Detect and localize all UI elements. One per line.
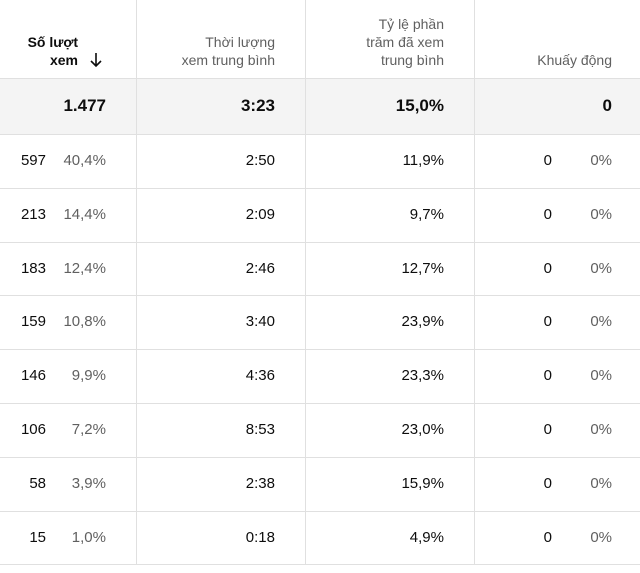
cell: 0% <box>590 420 612 438</box>
row-divider <box>0 241 640 243</box>
cell: 58 <box>29 474 46 492</box>
column-divider <box>305 0 306 565</box>
total-value: 15,0% <box>395 96 444 115</box>
row-divider <box>0 510 640 512</box>
total-value: 3:23 <box>240 96 275 115</box>
cell: 40,4% <box>63 151 106 169</box>
row-divider <box>0 78 640 79</box>
cell: 2:50 <box>245 151 275 169</box>
cell: 14,4% <box>63 205 106 223</box>
cell: 9,7% <box>409 205 444 223</box>
cell: 4,9% <box>409 528 444 546</box>
cell: 15 <box>29 528 46 546</box>
cell: 2:09 <box>245 205 275 223</box>
total-row-bg <box>0 78 640 134</box>
cell: 3:40 <box>245 313 275 331</box>
cell: 159 <box>20 313 46 331</box>
row-divider <box>0 349 640 351</box>
column-header[interactable]: Khuấy động <box>537 52 612 68</box>
column-header[interactable]: xem <box>49 52 78 68</box>
cell: 0% <box>590 259 612 277</box>
cell: 0% <box>590 367 612 385</box>
cell: 0 <box>543 367 552 385</box>
row-divider <box>0 403 640 404</box>
cell: 12,7% <box>401 259 444 277</box>
cell: 23,0% <box>401 420 444 438</box>
cell: 4:36 <box>245 367 275 385</box>
total-value: 0 <box>602 96 612 115</box>
cell: 12,4% <box>63 259 106 277</box>
row-divider <box>0 187 640 189</box>
column-header[interactable]: Tỷ lệ phần <box>378 16 444 32</box>
cell: 0 <box>543 205 552 223</box>
cell: 0% <box>590 528 612 546</box>
cell: 0 <box>543 528 552 546</box>
cell: 0% <box>590 151 612 169</box>
cell: 106 <box>20 420 46 438</box>
cell: 0:18 <box>245 528 275 546</box>
cell: 183 <box>20 259 46 277</box>
cell: 0 <box>543 313 552 331</box>
cell: 9,9% <box>71 367 106 385</box>
row-divider <box>0 134 640 135</box>
row-divider <box>0 564 640 566</box>
cell: 8:53 <box>245 420 275 438</box>
cell: 146 <box>20 367 46 385</box>
cell: 2:38 <box>245 474 275 492</box>
column-header[interactable]: trăm đã xem <box>366 34 444 50</box>
cell: 10,8% <box>63 313 106 331</box>
cell: 0% <box>590 313 612 331</box>
column-header[interactable]: Thời lượng <box>205 34 275 50</box>
column-divider <box>474 0 475 565</box>
cell: 0 <box>543 151 552 169</box>
row-divider <box>0 456 640 458</box>
cell: 0 <box>543 259 552 277</box>
cell: 3,9% <box>71 474 106 492</box>
cell: 2:46 <box>245 259 275 277</box>
cell: 213 <box>20 205 46 223</box>
cell: 23,9% <box>401 313 444 331</box>
cell: 23,3% <box>401 367 444 385</box>
cell: 15,9% <box>401 474 444 492</box>
column-divider <box>136 0 137 565</box>
cell: 597 <box>20 151 46 169</box>
cell: 0 <box>543 474 552 492</box>
cell: 11,9% <box>402 151 444 169</box>
sort-arrow[interactable] <box>89 52 103 68</box>
cell: 0% <box>590 205 612 223</box>
cell: 0% <box>590 474 612 492</box>
cell: 7,2% <box>71 420 106 438</box>
cell: 0 <box>543 420 552 438</box>
cell: 1,0% <box>71 528 106 546</box>
column-header[interactable]: xem trung bình <box>181 52 275 68</box>
row-divider <box>0 295 640 297</box>
column-header[interactable]: trung bình <box>380 52 444 68</box>
column-header[interactable]: Số lượt <box>27 34 78 50</box>
total-value: 1.477 <box>63 96 106 115</box>
